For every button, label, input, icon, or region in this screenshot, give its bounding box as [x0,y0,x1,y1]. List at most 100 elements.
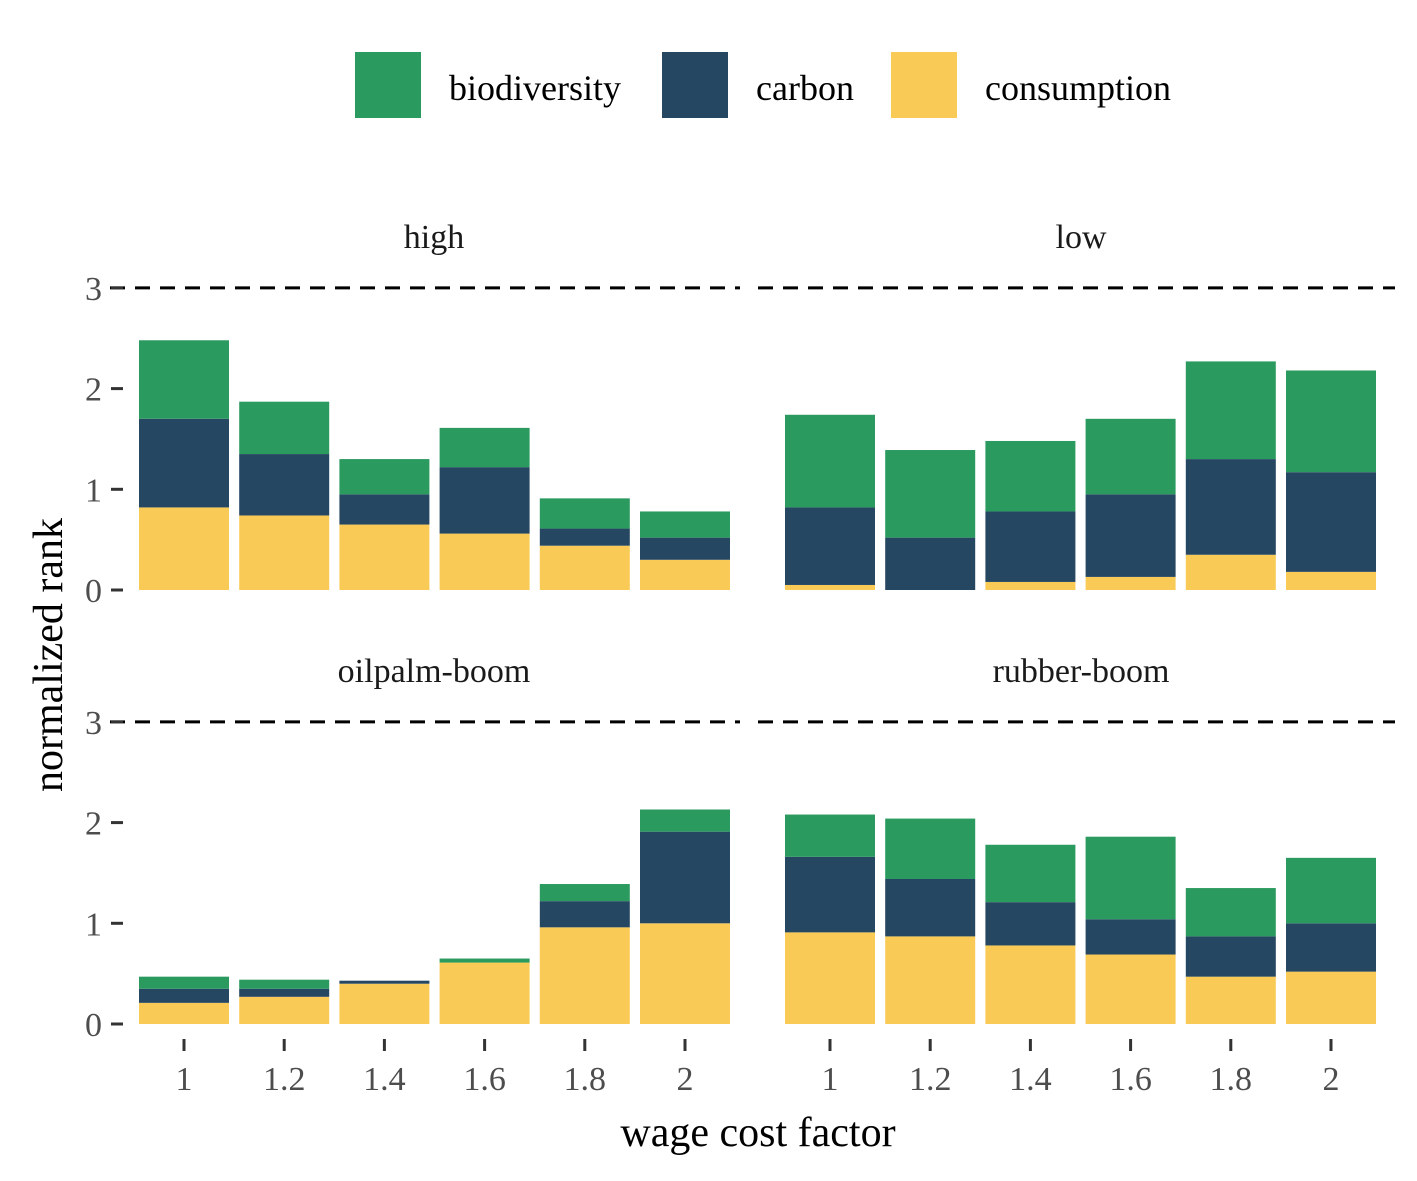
bar-high-1-8-biodiversity [539,498,630,529]
bar-oilpalm-boom-1-biodiversity [139,976,229,989]
bar-rubber-boom-1-8-consumption [1185,976,1276,1024]
bar-high-2-carbon [640,537,730,560]
legend-swatch-carbon [662,52,728,118]
bar-high-1-6-consumption [439,533,530,590]
bar-oilpalm-boom-1-8-carbon [539,901,630,928]
bar-low-1-8-carbon [1185,459,1276,555]
bar-low-2-carbon [1286,472,1376,572]
strip-label-low: low [1056,219,1107,256]
bar-oilpalm-boom-2-consumption [640,923,730,1024]
bar-rubber-boom-1-4-carbon [985,902,1076,946]
bar-high-1-6-biodiversity [439,427,530,468]
bar-high-1-6-carbon [439,467,530,534]
bar-high-1-4-biodiversity [339,459,430,495]
x-tick-label: 2 [1323,1061,1340,1098]
bar-rubber-boom-1-4-consumption [985,945,1076,1024]
x-tick-label: 1.6 [1109,1061,1152,1098]
bar-high-1-2-consumption [239,515,330,590]
x-axis: 1 1.2 1.4 1.6 1.8 2 1 1.2 1.4 1.6 1.8 2 [176,1039,1340,1098]
bar-high-1-2-biodiversity [239,401,330,455]
y-tick-label: 1 [85,906,102,943]
legend: biodiversity carbon consumption [355,52,1171,118]
bar-low-1-4-biodiversity [985,440,1076,512]
y-axis-row-2: 0 1 2 3 [85,705,123,1044]
legend-label-carbon: carbon [756,68,854,108]
bar-rubber-boom-1-6-biodiversity [1085,836,1176,920]
bar-high-1-4-carbon [339,494,430,525]
bar-rubber-boom-1-carbon [785,856,875,933]
bar-low-1-consumption [785,584,875,590]
legend-label-biodiversity: biodiversity [449,68,621,108]
bar-oilpalm-boom-1-2-biodiversity [239,979,330,989]
legend-swatch-consumption [891,52,957,118]
y-tick-label: 3 [85,271,102,308]
bar-high-1-consumption [139,507,229,590]
bar-low-1-6-carbon [1085,494,1176,577]
bar-rubber-boom-1-consumption [785,932,875,1024]
panel-low [758,286,1395,590]
x-tick-label: 1.4 [363,1061,406,1098]
x-tick-label: 1.4 [1009,1061,1052,1098]
bar-high-2-biodiversity [640,511,730,538]
x-tick-label: 1.6 [463,1061,506,1098]
bar-oilpalm-boom-1-4-consumption [339,983,430,1024]
panel-high [110,286,740,590]
x-tick-label: 1.8 [564,1061,607,1098]
x-tick-label: 1 [176,1061,193,1098]
bar-oilpalm-boom-1-8-consumption [539,927,630,1024]
strip-labels: high low oilpalm-boom rubber-boom [338,219,1170,690]
bar-oilpalm-boom-1-consumption [139,1002,229,1024]
bar-low-2-biodiversity [1286,370,1376,473]
x-tick-label: 1.8 [1210,1061,1253,1098]
bar-oilpalm-boom-1-4-carbon [339,980,430,984]
bar-oilpalm-boom-1-6-biodiversity [439,958,530,963]
x-axis-title: wage cost factor [620,1110,895,1156]
bar-oilpalm-boom-2-carbon [640,831,730,924]
bar-low-1-2-carbon [885,537,976,590]
bar-rubber-boom-2-consumption [1286,971,1376,1024]
bar-rubber-boom-1-2-carbon [885,878,976,937]
x-tick-label: 2 [677,1061,694,1098]
bar-low-1-2-biodiversity [885,450,976,538]
bar-oilpalm-boom-1-2-consumption [239,996,330,1024]
legend-swatch-biodiversity [355,52,421,118]
bar-rubber-boom-1-8-carbon [1185,936,1276,977]
x-tick-label: 1 [822,1061,839,1098]
legend-label-consumption: consumption [985,68,1171,108]
bar-rubber-boom-1-4-biodiversity [985,844,1076,903]
panels [110,286,1395,1024]
strip-label-high: high [404,219,464,256]
bar-low-1-carbon [785,507,875,585]
bar-high-1-biodiversity [139,340,229,419]
bar-high-1-8-consumption [539,545,630,590]
strip-label-rubber-boom: rubber-boom [993,653,1170,690]
y-tick-label: 2 [85,806,102,843]
bar-low-1-4-carbon [985,511,1076,582]
strip-label-oilpalm-boom: oilpalm-boom [338,653,531,690]
bar-rubber-boom-2-biodiversity [1286,857,1376,924]
bar-high-1-carbon [139,418,229,508]
y-axis-title: normalized rank [26,518,72,792]
bar-oilpalm-boom-1-2-carbon [239,988,330,997]
bar-rubber-boom-1-6-consumption [1085,954,1176,1024]
bar-low-1-6-biodiversity [1085,418,1176,495]
bar-rubber-boom-1-6-carbon [1085,919,1176,955]
bar-low-1-8-biodiversity [1185,361,1276,460]
panel-rubber-boom [758,720,1395,1024]
bar-low-1-8-consumption [1185,554,1276,590]
bar-oilpalm-boom-1-8-biodiversity [539,884,630,902]
bar-low-2-consumption [1286,571,1376,590]
bar-high-1-2-carbon [239,454,330,516]
x-tick-label: 1.2 [909,1061,952,1098]
y-tick-label: 2 [85,372,102,409]
y-axis-row-1: 0 1 2 3 [85,271,123,610]
bar-rubber-boom-1-2-biodiversity [885,818,976,879]
x-axis-oilpalm-boom: 1 1.2 1.4 1.6 1.8 2 [176,1039,694,1098]
panel-oilpalm-boom [110,720,740,1024]
bar-oilpalm-boom-1-carbon [139,988,229,1003]
x-tick-label: 1.2 [263,1061,306,1098]
bar-oilpalm-boom-1-6-consumption [439,962,530,1024]
bar-low-1-6-consumption [1085,576,1176,590]
bar-rubber-boom-2-carbon [1286,923,1376,972]
